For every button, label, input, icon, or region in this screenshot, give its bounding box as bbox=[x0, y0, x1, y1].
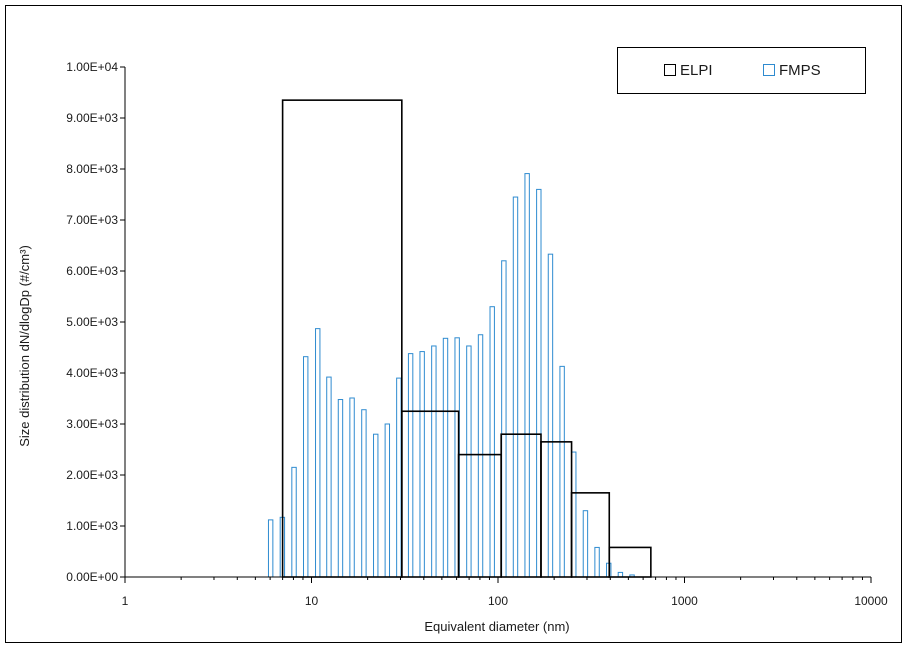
x-tick-label: 10 bbox=[305, 594, 319, 608]
fmps-bar bbox=[373, 433, 379, 578]
fmps-bar bbox=[466, 345, 472, 578]
fmps-bar bbox=[431, 345, 437, 578]
fmps-bar bbox=[594, 546, 600, 578]
fmps-bar bbox=[501, 260, 507, 578]
fmps-bar bbox=[315, 328, 321, 578]
y-axis-title: Size distribution dN/dlogDp (#/cm³) bbox=[17, 245, 32, 447]
x-tick-label: 100 bbox=[488, 594, 508, 608]
fmps-bar bbox=[337, 399, 344, 578]
fmps-bar bbox=[559, 365, 565, 578]
fmps-bar bbox=[489, 306, 495, 578]
y-tick-label: 1.00E+04 bbox=[66, 60, 118, 74]
fmps-bar bbox=[326, 376, 332, 578]
x-tick-label: 1000 bbox=[671, 594, 698, 608]
fmps-bar bbox=[396, 377, 402, 578]
y-tick-label: 0.00E+00 bbox=[66, 570, 118, 584]
fmps-bar bbox=[303, 356, 309, 578]
fmps-bar bbox=[407, 353, 414, 578]
legend-swatch-elpi bbox=[664, 64, 676, 76]
fmps-bar bbox=[524, 173, 530, 578]
y-tick-label: 4.00E+03 bbox=[66, 366, 118, 380]
legend: ELPI FMPS bbox=[617, 47, 866, 94]
x-tick-label: 1 bbox=[122, 594, 129, 608]
y-tick-label: 3.00E+03 bbox=[66, 417, 118, 431]
x-axis-title: Equivalent diameter (nm) bbox=[424, 619, 569, 634]
fmps-bar bbox=[291, 466, 297, 578]
y-tick-label: 9.00E+03 bbox=[66, 111, 118, 125]
legend-label-elpi: ELPI bbox=[680, 62, 713, 79]
fmps-bar bbox=[442, 337, 449, 578]
fmps-bar bbox=[349, 397, 355, 578]
y-tick-label: 2.00E+03 bbox=[66, 468, 118, 482]
y-tick-label: 1.00E+03 bbox=[66, 519, 118, 533]
y-tick-label: 8.00E+03 bbox=[66, 162, 118, 176]
y-tick-label: 5.00E+03 bbox=[66, 315, 118, 329]
chart-border bbox=[5, 5, 902, 643]
fmps-bar bbox=[267, 519, 274, 578]
fmps-bar bbox=[384, 423, 391, 578]
axes: 0.00E+00 1.00E+03 2.00E+03 3.00E+03 4.00E+03… bbox=[66, 60, 888, 608]
fmps-bar bbox=[512, 196, 519, 578]
fmps-bar bbox=[361, 409, 367, 578]
fmps-bar bbox=[547, 253, 554, 578]
legend-label-fmps: FMPS bbox=[779, 62, 821, 79]
y-tick-label: 6.00E+03 bbox=[66, 264, 118, 278]
fmps-series bbox=[267, 173, 635, 578]
fmps-bar bbox=[477, 334, 484, 578]
fmps-bar bbox=[419, 351, 425, 578]
x-tick-label: 10000 bbox=[854, 594, 888, 608]
fmps-bar bbox=[582, 510, 589, 578]
legend-box bbox=[617, 47, 866, 94]
y-tick-label: 7.00E+03 bbox=[66, 213, 118, 227]
legend-swatch-fmps bbox=[763, 64, 775, 76]
